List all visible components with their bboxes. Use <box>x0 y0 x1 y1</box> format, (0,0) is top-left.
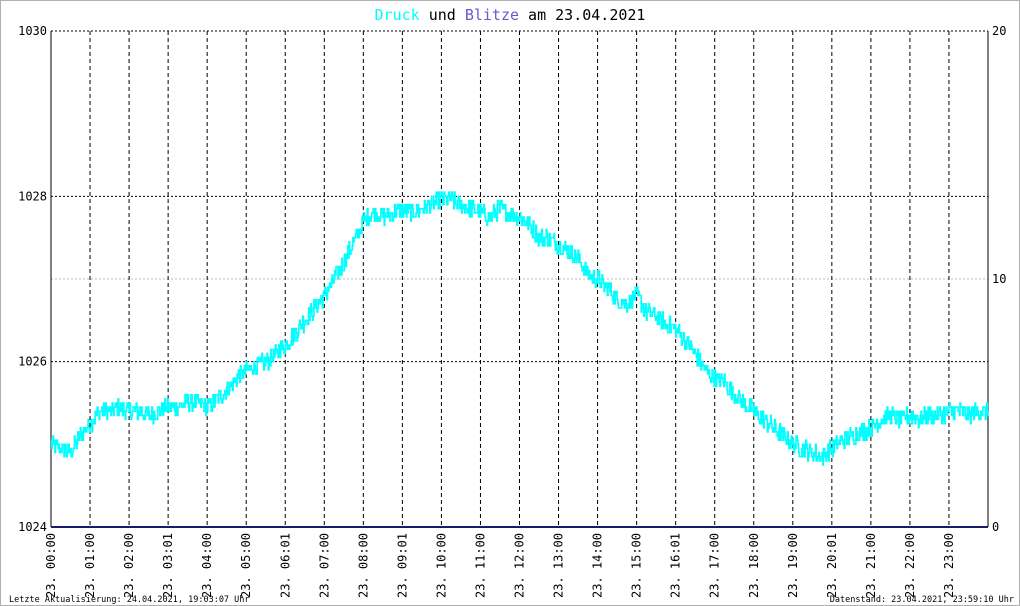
title-und: und <box>420 6 465 24</box>
y-left-tick-label: 1024 <box>18 520 47 534</box>
title-druck: Druck <box>375 6 420 24</box>
x-tick-label: 23. 02:00 <box>122 533 136 598</box>
chart-title: Druck und Blitze am 23.04.2021 <box>375 6 646 24</box>
x-tick-label: 23. 09:01 <box>395 533 409 598</box>
series-layer <box>50 191 989 528</box>
y-left-tick-label: 1026 <box>18 355 47 369</box>
y-right-tick-label: 10 <box>992 272 1006 286</box>
y-right-tick-label: 20 <box>992 24 1006 38</box>
x-tick-label: 23. 16:01 <box>669 533 683 598</box>
series-druck-line <box>50 191 989 466</box>
x-tick-label: 23. 17:00 <box>708 533 722 598</box>
x-tick-label: 23. 08:00 <box>356 533 370 598</box>
x-tick-label: 23. 06:01 <box>278 533 292 598</box>
title-blitze: Blitze <box>465 6 519 24</box>
x-tick-label: 23. 07:00 <box>317 533 331 598</box>
x-tick-label: 23. 22:00 <box>903 533 917 598</box>
y-right-tick-label: 0 <box>992 520 999 534</box>
data-status-text: Datenstand: 23.04.2021, 23:59:10 Uhr <box>830 595 1014 605</box>
x-tick-label: 23. 21:00 <box>864 533 878 598</box>
title-date: am 23.04.2021 <box>519 6 645 24</box>
x-tick-label: 23. 05:00 <box>239 533 253 598</box>
tick-labels: 1024 1026 1028 1030 0 10 20 23. 00:00 23. 01:00 2… <box>18 24 1006 598</box>
x-tick-label: 23. 11:00 <box>473 533 487 598</box>
x-tick-label: 23. 13:00 <box>552 533 566 598</box>
last-update-text: Letzte Aktualisierung: 24.04.2021, 19:03… <box>9 595 250 605</box>
x-tick-label: 23. 04:00 <box>200 533 214 598</box>
x-tick-label: 23. 18:00 <box>747 533 761 598</box>
x-tick-label: 23. 15:00 <box>630 533 644 598</box>
y-left-tick-label: 1028 <box>18 189 47 203</box>
x-tick-label: 23. 20:01 <box>825 533 839 598</box>
x-tick-label: 23. 12:00 <box>513 533 527 598</box>
x-tick-label: 23. 10:00 <box>434 533 448 598</box>
x-tick-label: 23. 23:00 <box>942 533 956 598</box>
x-tick-label: 23. 19:00 <box>786 533 800 598</box>
x-tick-label: 23. 01:00 <box>83 533 97 598</box>
grid-lines <box>51 30 988 527</box>
x-tick-label: 23. 03:01 <box>161 533 175 598</box>
y-left-tick-label: 1030 <box>18 24 47 38</box>
x-tick-label: 23. 00:00 <box>44 533 58 598</box>
x-tick-label: 23. 14:00 <box>591 533 605 598</box>
